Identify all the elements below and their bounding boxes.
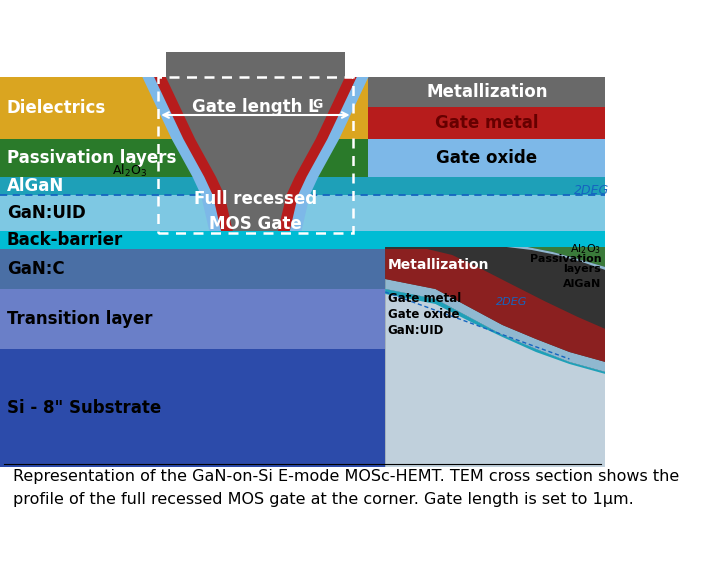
Bar	[0, 139, 605, 177]
Polygon shape	[142, 77, 369, 231]
Bar	[0, 77, 605, 139]
Polygon shape	[507, 247, 605, 270]
Bar	[369, 139, 605, 177]
Text: Passivation layers: Passivation layers	[7, 149, 176, 167]
Polygon shape	[385, 247, 605, 362]
Text: Al$_2$O$_3$: Al$_2$O$_3$	[111, 163, 147, 179]
Bar	[0, 349, 605, 467]
Polygon shape	[154, 77, 356, 231]
Text: layers: layers	[563, 264, 602, 274]
Text: Passivation: Passivation	[530, 254, 602, 264]
Text: GaN:UID: GaN:UID	[388, 324, 444, 336]
Bar	[385, 247, 605, 467]
Bar	[369, 107, 605, 139]
Polygon shape	[385, 279, 605, 372]
Bar	[0, 249, 605, 289]
Bar	[158, 77, 353, 233]
Text: Metallization: Metallization	[426, 83, 548, 101]
Bar	[0, 195, 605, 231]
Text: Gate oxide: Gate oxide	[388, 308, 459, 321]
Text: Full recessed: Full recessed	[194, 190, 317, 208]
Text: Metallization: Metallization	[388, 258, 489, 272]
Bar	[0, 289, 605, 349]
Text: Gate metal: Gate metal	[435, 114, 539, 132]
Polygon shape	[385, 247, 605, 329]
Bar	[0, 231, 605, 249]
Text: Al$_2$O$_3$: Al$_2$O$_3$	[570, 242, 602, 256]
Text: GaN:UID: GaN:UID	[7, 204, 85, 222]
Text: 2DEG: 2DEG	[573, 184, 609, 197]
Bar	[369, 77, 605, 107]
Polygon shape	[385, 289, 605, 374]
Text: Gate metal: Gate metal	[388, 293, 461, 306]
Polygon shape	[166, 77, 345, 231]
Text: MOS Gate: MOS Gate	[209, 215, 301, 233]
Text: Si - 8" Substrate: Si - 8" Substrate	[7, 399, 161, 417]
Text: 2DEG: 2DEG	[496, 297, 527, 307]
Polygon shape	[528, 247, 605, 267]
Text: Transition layer: Transition layer	[7, 310, 153, 328]
Text: Gate oxide: Gate oxide	[437, 149, 537, 167]
Bar	[166, 52, 345, 77]
Text: Dielectrics: Dielectrics	[7, 99, 106, 117]
Text: Gate length L: Gate length L	[192, 98, 319, 116]
Text: Back-barrier: Back-barrier	[7, 231, 123, 249]
Polygon shape	[385, 289, 605, 467]
Bar	[0, 177, 605, 195]
Text: AlGaN: AlGaN	[7, 177, 64, 195]
Text: G: G	[312, 98, 322, 111]
Text: AlGaN: AlGaN	[563, 279, 602, 289]
Text: Representation of the GaN-on-Si E-mode MOSc-HEMT. TEM cross section shows the
pr: Representation of the GaN-on-Si E-mode M…	[12, 469, 679, 507]
Text: GaN:C: GaN:C	[7, 260, 64, 278]
